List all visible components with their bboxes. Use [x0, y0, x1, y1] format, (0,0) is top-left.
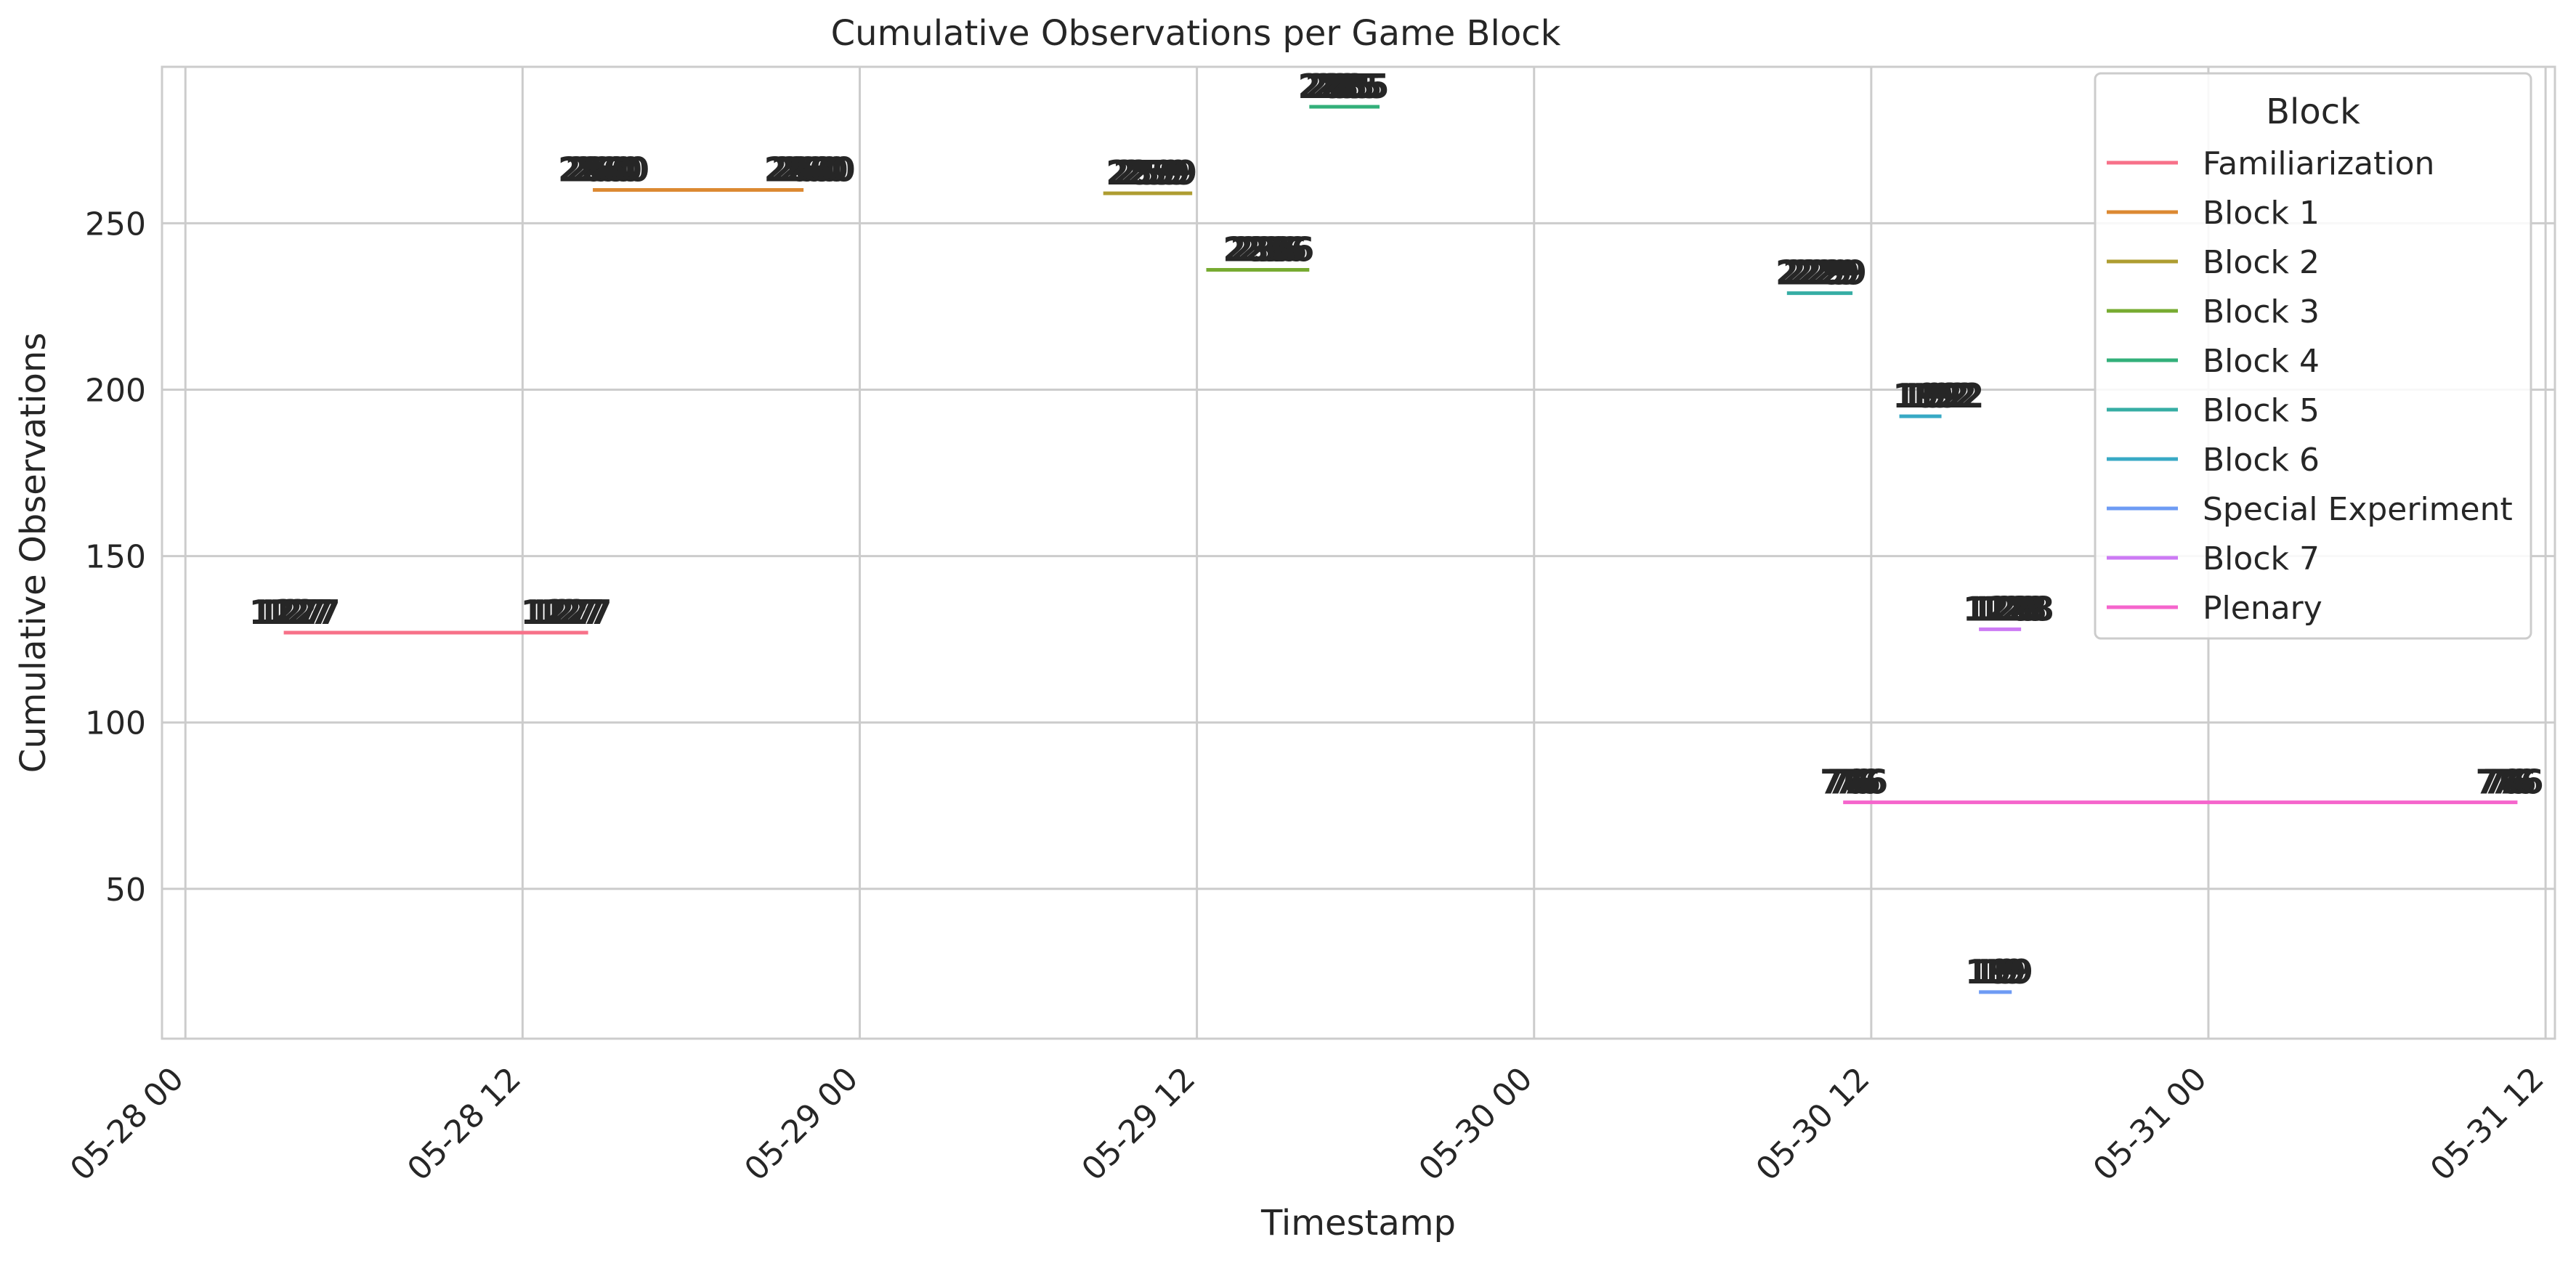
data-label: 259	[1106, 153, 1175, 192]
data-label: 260	[558, 150, 628, 190]
x-tick-label: 05-30 12	[1749, 1060, 1877, 1188]
data-label: 76	[1834, 763, 1881, 802]
legend-title: Block	[2266, 92, 2360, 132]
data-label: 260	[771, 150, 841, 190]
data-label: 236	[1237, 230, 1307, 269]
legend-entry: Block 1	[2203, 195, 2320, 232]
y-tick-label: 250	[85, 206, 146, 243]
data-label: 127	[520, 593, 590, 632]
legend-entry: Familiarization	[2203, 145, 2434, 182]
x-tick-label: 05-29 00	[737, 1060, 865, 1188]
legend-entry: Block 6	[2203, 442, 2320, 479]
plot-frame	[161, 65, 2556, 1040]
legend-items: Familiarization Block 1 Block 2 Block 3 Bloc…	[2107, 145, 2513, 627]
data-label: 127	[542, 593, 612, 632]
data-label: 259	[1127, 153, 1197, 192]
data-label: 260	[779, 150, 848, 190]
data-label: 285	[1320, 67, 1390, 106]
data-label: 229	[1783, 253, 1852, 293]
legend-entry: Block 4	[2203, 343, 2320, 380]
data-label: 128	[1985, 589, 2054, 628]
data-label: 76	[2490, 763, 2537, 802]
data-label: 127	[256, 593, 326, 632]
data-label: 127	[271, 593, 341, 632]
data-label: 19	[1980, 952, 2026, 991]
data-label: 127	[249, 593, 319, 632]
data-label: 260	[786, 150, 856, 190]
data-label: 128	[1970, 589, 2040, 628]
data-label: 236	[1223, 230, 1292, 269]
x-tick-label: 05-29 12	[1074, 1060, 1202, 1188]
legend-entry: Block 5	[2203, 392, 2320, 429]
data-label: 128	[1977, 589, 2047, 628]
x-tick-label: 05-31 12	[2423, 1060, 2551, 1188]
data-label: 127	[264, 593, 333, 632]
data-label: 192	[1914, 376, 1984, 415]
data-label: 76	[2498, 763, 2544, 802]
data-label: 19	[1972, 952, 2019, 991]
data-label: 192	[1907, 376, 1977, 415]
data-label: 76	[1827, 763, 1874, 802]
data-label: 19	[1965, 952, 2012, 991]
x-tick-label: 05-31 00	[2086, 1060, 2214, 1188]
data-label: 128	[1963, 589, 2033, 628]
data-label: 229	[1797, 253, 1867, 293]
series-layer	[283, 105, 2518, 994]
data-label: 229	[1790, 253, 1860, 293]
y-tick-label: 100	[85, 705, 146, 742]
y-tick-label: 150	[85, 539, 146, 576]
data-label: 285	[1305, 67, 1375, 106]
legend: Block Familiarization Block 1 Block 2 Block…	[2094, 72, 2532, 640]
y-tick-label: 50	[105, 872, 146, 909]
data-label: 19	[1987, 952, 2033, 991]
data-label: 285	[1313, 67, 1382, 106]
data-label: 76	[1820, 763, 1866, 802]
data-label: 285	[1298, 67, 1368, 106]
data-label: 260	[580, 150, 649, 190]
data-label: 127	[535, 593, 604, 632]
y-tick-label: 200	[85, 372, 146, 409]
legend-entry: Block 3	[2203, 293, 2320, 330]
data-label: 192	[1900, 376, 1969, 415]
data-label: 260	[572, 150, 642, 190]
x-tick-label: 05-30 00	[1412, 1060, 1540, 1188]
legend-box	[2094, 72, 2532, 640]
data-label: 259	[1120, 153, 1190, 192]
data-label: 236	[1230, 230, 1300, 269]
data-label: 259	[1113, 153, 1183, 192]
legend-entry: Block 7	[2203, 540, 2320, 577]
data-label: 76	[1842, 763, 1888, 802]
chart-title: Cumulative Observations per Game Block	[831, 13, 1561, 54]
x-axis-label: Timestamp	[1260, 1203, 1456, 1243]
legend-entry: Special Experiment	[2203, 491, 2513, 528]
x-tick-label: 05-28 00	[63, 1060, 191, 1188]
data-label: 76	[2476, 763, 2522, 802]
y-axis-label: Cumulative Observations	[13, 333, 54, 774]
x-tick-label: 05-28 12	[400, 1060, 528, 1188]
data-label: 260	[764, 150, 834, 190]
data-label: 260	[565, 150, 635, 190]
data-label: 229	[1775, 253, 1845, 293]
data-label: 76	[2483, 763, 2530, 802]
legend-entry: Block 2	[2203, 244, 2320, 281]
data-label: 127	[527, 593, 597, 632]
data-label: 236	[1244, 230, 1314, 269]
data-label: 192	[1892, 376, 1962, 415]
legend-entry: Plenary	[2203, 590, 2322, 627]
